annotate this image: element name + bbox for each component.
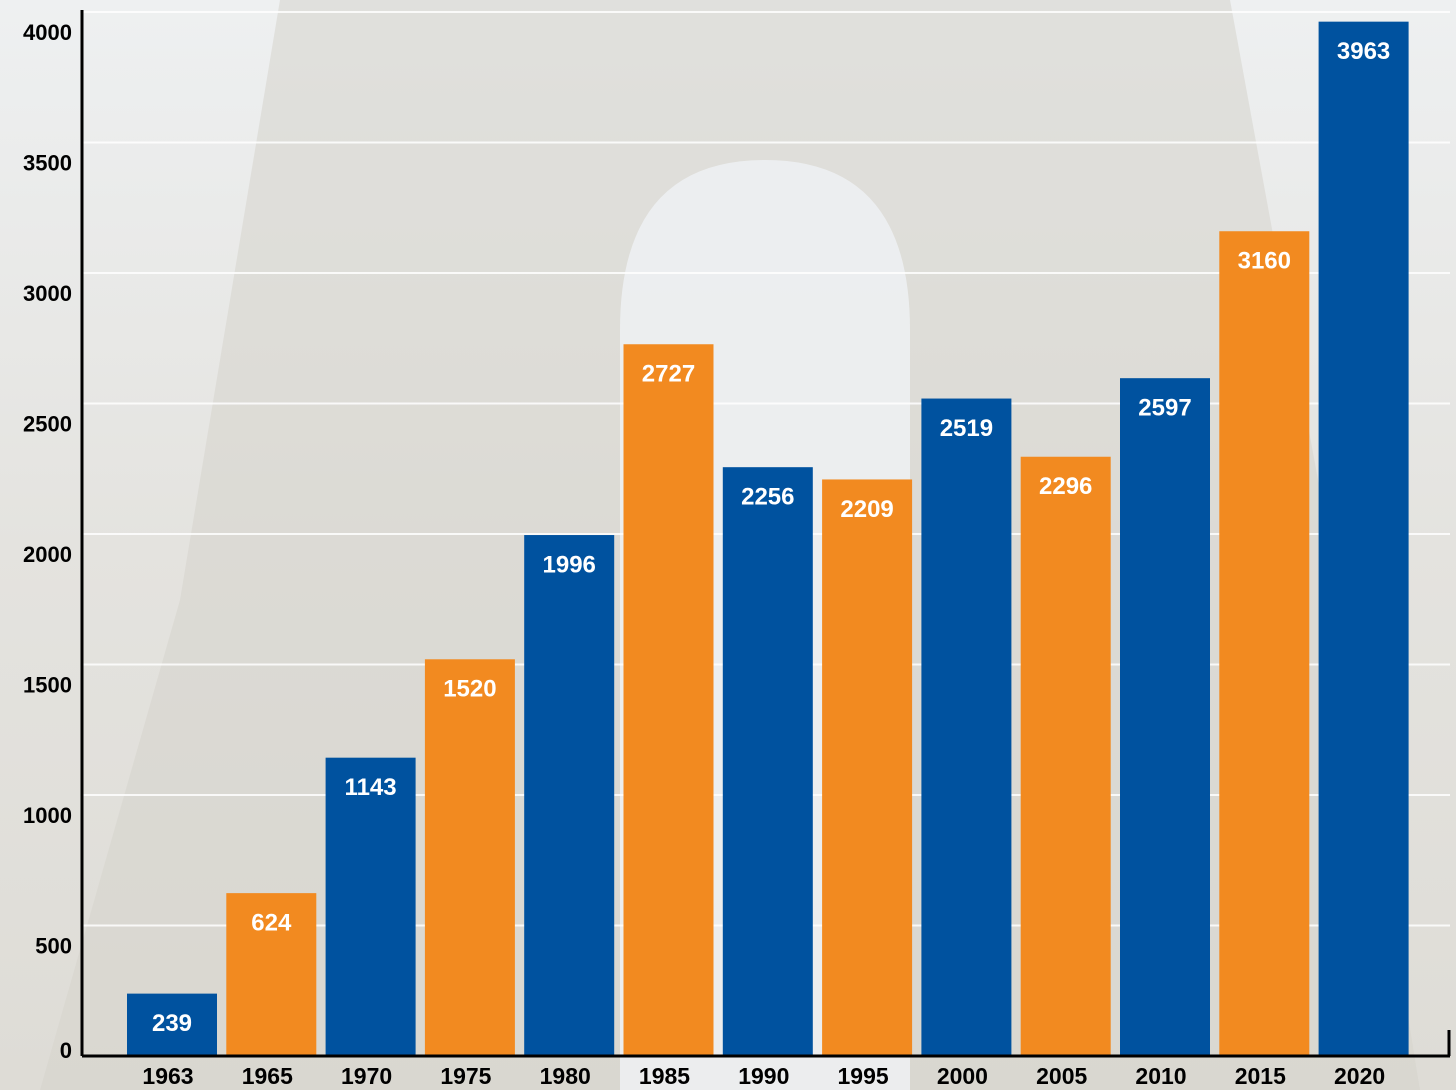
y-tick-label: 3000 [23, 281, 72, 306]
y-tick-label: 1500 [23, 672, 72, 697]
y-tick-label: 2500 [23, 411, 72, 436]
x-tick-label: 1970 [341, 1063, 392, 1089]
x-tick-label: 1995 [838, 1063, 889, 1089]
x-tick-label: 1990 [738, 1063, 789, 1089]
value-label: 2519 [940, 415, 993, 442]
bar [1219, 231, 1309, 1056]
y-tick-label: 2000 [23, 542, 72, 567]
value-label: 2727 [642, 361, 695, 388]
value-label: 2256 [741, 484, 794, 511]
value-label: 624 [251, 909, 292, 936]
bar [524, 535, 614, 1056]
value-label: 3963 [1337, 38, 1390, 65]
value-label: 2597 [1138, 395, 1191, 422]
value-label: 1143 [345, 774, 397, 801]
value-label: 2209 [840, 496, 893, 523]
value-label: 1996 [543, 551, 596, 578]
x-tick-label: 2020 [1334, 1063, 1385, 1089]
y-tick-label: 3500 [23, 150, 72, 175]
x-tick-label: 2010 [1135, 1063, 1186, 1089]
value-label: 3160 [1238, 248, 1291, 275]
bar [1021, 457, 1111, 1056]
y-tick-label: 0 [60, 1038, 72, 1063]
bar [425, 659, 515, 1056]
bar [921, 399, 1011, 1056]
y-tick-label: 4000 [23, 20, 72, 45]
value-label: 1520 [443, 676, 496, 703]
page: 239 624 1143 1520 1996 2727 2256 2209 2519 2296 25… [0, 0, 1456, 1090]
bar [723, 467, 813, 1056]
x-tick-label: 1963 [142, 1063, 193, 1089]
y-tick-label: 1000 [23, 803, 72, 828]
chart: 239 624 1143 1520 1996 2727 2256 2209 2519 2296 25… [0, 0, 1456, 1090]
bar [624, 344, 714, 1056]
value-label: 239 [152, 1010, 192, 1037]
x-tick-label: 1985 [639, 1063, 690, 1089]
bar [1319, 22, 1409, 1056]
x-tick-label: 1965 [242, 1063, 293, 1089]
x-tick-label: 1980 [540, 1063, 591, 1089]
x-tick-label: 2000 [937, 1063, 988, 1089]
value-label: 2296 [1039, 473, 1092, 500]
x-tick-label: 1975 [440, 1063, 491, 1089]
bar [1120, 378, 1210, 1056]
x-tick-label: 2015 [1235, 1063, 1286, 1089]
x-tick-label: 2005 [1036, 1063, 1087, 1089]
bar [326, 758, 416, 1056]
bar [822, 479, 912, 1056]
y-tick-label: 500 [35, 933, 72, 958]
